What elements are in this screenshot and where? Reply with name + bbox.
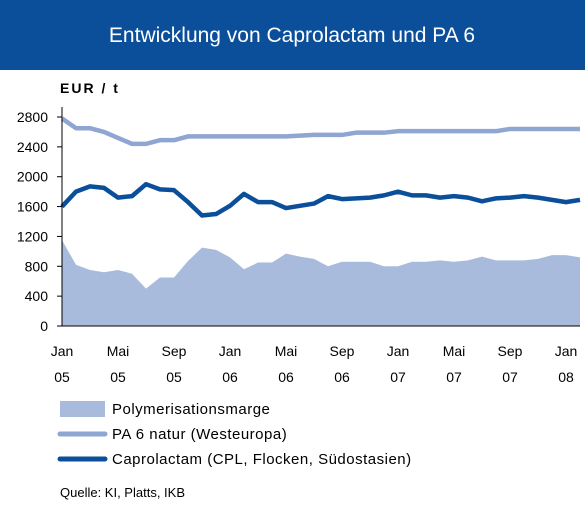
legend-label: Polymerisationsmarge bbox=[112, 401, 270, 418]
header bbox=[0, 0, 585, 70]
chart-title: Entwicklung von Caprolactam und PA 6 bbox=[109, 24, 475, 47]
y-tick-label: 800 bbox=[25, 258, 49, 274]
x-tick-label: Mai bbox=[275, 343, 298, 359]
x-tick-label: 07 bbox=[390, 369, 406, 385]
x-tick-label: Sep bbox=[162, 343, 187, 359]
line bbox=[60, 181, 581, 218]
x-tick-label: 06 bbox=[278, 369, 294, 385]
x-tick-label: 06 bbox=[222, 369, 238, 385]
x-tick-label: Jan bbox=[387, 343, 410, 359]
legend-swatch bbox=[60, 401, 105, 417]
line bbox=[60, 116, 580, 147]
y-tick-label: 2000 bbox=[17, 169, 48, 185]
y-tick-label: 1200 bbox=[17, 228, 48, 244]
y-tick-label: 1600 bbox=[17, 199, 48, 215]
legend-label: Caprolactam (CPL, Flocken, Südostasien) bbox=[112, 451, 412, 468]
x-tick-label: Jan bbox=[555, 343, 578, 359]
x-tick-label: 05 bbox=[54, 369, 70, 385]
x-tick-label: 07 bbox=[446, 369, 462, 385]
x-tick-label: 05 bbox=[166, 369, 182, 385]
area bbox=[62, 240, 580, 326]
x-tick-label: Mai bbox=[107, 343, 130, 359]
x-tick-label: Mai bbox=[443, 343, 466, 359]
legend-label: PA 6 natur (Westeuropa) bbox=[112, 426, 287, 443]
source: Quelle: KI, Platts, IKB bbox=[60, 485, 185, 500]
x-tick-label: Jan bbox=[219, 343, 242, 359]
x-tick-label: Jan bbox=[51, 343, 74, 359]
x-tick-label: 05 bbox=[110, 369, 126, 385]
y-tick-label: 400 bbox=[25, 288, 49, 304]
x-tick-label: Sep bbox=[330, 343, 355, 359]
y-tick-label: 0 bbox=[40, 318, 48, 334]
x-tick-label: Sep bbox=[498, 343, 523, 359]
y-tick-label: 2800 bbox=[17, 109, 48, 125]
y-tick-label: 2400 bbox=[17, 139, 48, 155]
x-tick-label: 07 bbox=[502, 369, 518, 385]
x-tick-label: 06 bbox=[334, 369, 350, 385]
x-tick-label: 08 bbox=[558, 369, 574, 385]
y-axis-label: EUR / t bbox=[60, 80, 120, 96]
